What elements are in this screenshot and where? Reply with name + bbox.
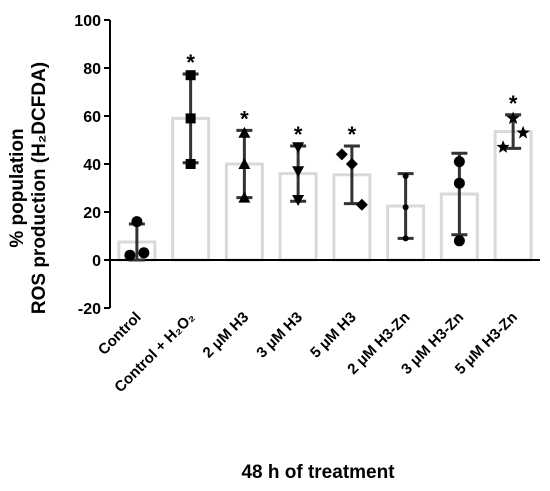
data-point-square xyxy=(185,70,196,81)
data-point-triangle xyxy=(238,126,251,138)
data-point-circle xyxy=(138,247,150,259)
data-point-diamond xyxy=(345,158,358,170)
y-tick-label: -20 xyxy=(78,301,101,318)
data-point-diamond xyxy=(355,198,368,211)
data-point-square xyxy=(185,113,196,124)
data-point-triangle xyxy=(292,142,305,154)
significance-mark: * xyxy=(509,91,518,116)
data-point-circle xyxy=(453,156,465,168)
y-tick-label: 100 xyxy=(74,13,101,30)
data-point-diamond xyxy=(335,148,348,161)
data-point-star xyxy=(496,140,510,153)
data-point-circle xyxy=(402,235,409,242)
data-point-square xyxy=(185,159,196,169)
data-point-triangle xyxy=(292,166,305,178)
x-tick-label: Control xyxy=(95,309,145,359)
y-axis-title-line1: % population xyxy=(7,128,28,247)
data-point-circle xyxy=(453,177,465,189)
data-point-triangle xyxy=(238,158,251,169)
y-axis-title: % population ROS production (H₂DCFDA) xyxy=(7,62,50,314)
data-point-circle xyxy=(402,173,409,179)
data-point-triangle xyxy=(238,191,251,203)
x-tick-label: 5 μM H3 xyxy=(307,309,360,362)
data-point-circle xyxy=(124,249,136,261)
data-point-circle xyxy=(453,235,465,247)
significance-mark: * xyxy=(294,122,303,147)
data-point-star xyxy=(516,125,530,139)
significance-mark: * xyxy=(348,122,357,147)
x-tick-label: 2 μM H3 xyxy=(200,309,253,362)
y-tick-label: 0 xyxy=(92,253,101,270)
data-point-triangle xyxy=(292,195,305,206)
data-point-circle xyxy=(402,204,409,211)
data-point-circle xyxy=(131,216,143,228)
y-axis-title-line2: ROS production (H₂DCFDA) xyxy=(29,62,50,314)
y-tick-label: 80 xyxy=(83,61,101,78)
significance-mark: * xyxy=(240,106,249,131)
y-tick-label: 20 xyxy=(83,205,101,222)
significance-mark: * xyxy=(186,50,195,75)
x-tick-label: 3 μM H3 xyxy=(253,309,306,362)
x-axis-title: 48 h of treatment xyxy=(241,462,395,483)
data-point-star xyxy=(506,111,520,125)
y-tick-label: 60 xyxy=(83,109,101,126)
y-tick-label: 40 xyxy=(83,157,101,174)
